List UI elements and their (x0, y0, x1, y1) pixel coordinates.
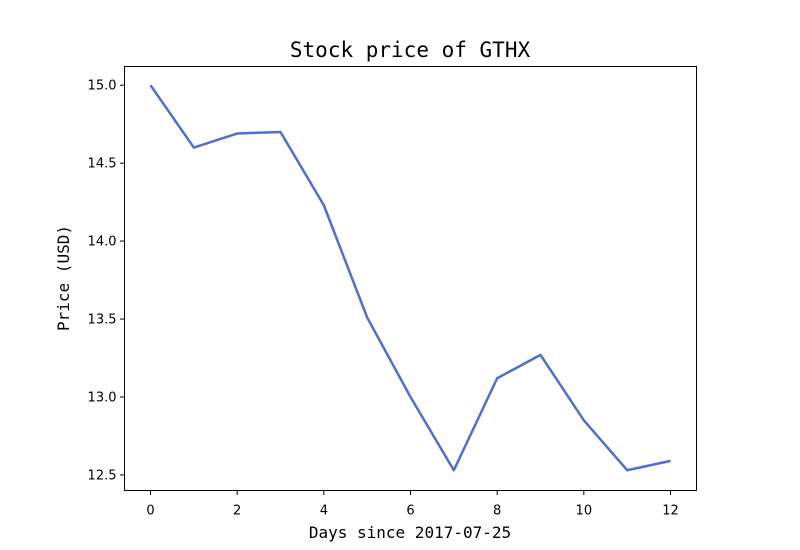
chart-title: Stock price of GTHX (290, 38, 531, 62)
y-axis-label: Price (USD) (54, 225, 73, 331)
x-axis: 0 2 4 6 8 10 12 (146, 490, 679, 519)
plot-frame (124, 66, 697, 491)
series-layer (149, 84, 671, 472)
price-series-line (149, 84, 671, 472)
x-tick-label: 12 (662, 504, 679, 519)
y-tick-label: 15.0 (88, 79, 117, 94)
y-tick-label: 12.5 (88, 468, 117, 483)
x-tick-label: 0 (146, 504, 154, 519)
y-tick-label: 13.5 (88, 313, 117, 328)
x-axis-label: Days since 2017-07-25 (309, 523, 511, 542)
y-tick-label: 13.0 (88, 390, 117, 405)
y-tick-label: 14.5 (88, 157, 117, 172)
plot-area: 0 2 4 6 8 10 12 12.5 13.0 13.5 14.0 14.5 15.0 (88, 66, 697, 519)
y-tick-label: 14.0 (88, 235, 117, 250)
x-tick-label: 2 (233, 504, 241, 519)
x-tick-label: 6 (406, 504, 414, 519)
x-tick-label: 10 (576, 504, 593, 519)
x-tick-label: 4 (320, 504, 328, 519)
x-tick-label: 8 (493, 504, 501, 519)
y-axis: 12.5 13.0 13.5 14.0 14.5 15.0 (88, 79, 125, 483)
